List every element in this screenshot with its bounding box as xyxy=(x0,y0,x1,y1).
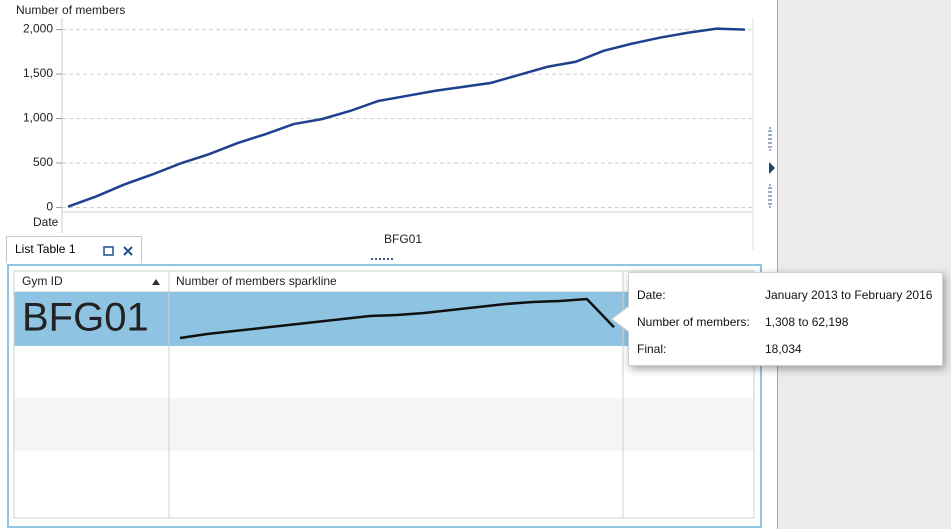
y-tick-label: 2,000 xyxy=(23,22,53,36)
side-panel xyxy=(777,0,951,529)
table-border xyxy=(13,270,755,519)
table-row xyxy=(14,398,754,451)
tooltip-pointer xyxy=(611,306,630,332)
y-tick-label: 1,000 xyxy=(23,111,53,125)
y-tick-label: 0 xyxy=(46,200,53,214)
tooltip-row: Number of members: 1,308 to 62,198 xyxy=(637,315,937,331)
tab-icons xyxy=(103,246,133,256)
tooltip-label: Final: xyxy=(637,342,667,356)
tooltip-value: January 2013 to February 2016 xyxy=(765,288,933,302)
tab[interactable]: List Table 1 xyxy=(6,236,142,263)
collapse-handle[interactable] xyxy=(768,127,775,208)
tooltip-row: Date: January 2013 to February 2016 xyxy=(637,288,937,304)
tooltip: Date: January 2013 to February 2016 Number… xyxy=(628,272,943,366)
column-header[interactable]: Number of members sparkline xyxy=(176,274,337,288)
table-grid: Gym ID Number of members sparkline BFG01 xyxy=(13,270,755,519)
y-axis-title: Number of members xyxy=(16,3,125,17)
maximize-icon[interactable] xyxy=(103,246,114,256)
sort-icon[interactable] xyxy=(152,279,160,285)
tooltip-value: 1,308 to 62,198 xyxy=(765,315,849,329)
group-label: BFG01 xyxy=(384,232,422,246)
tooltip-row: Final: 18,034 xyxy=(637,342,937,358)
tooltip-label: Date: xyxy=(637,288,666,302)
x-axis-title: Date xyxy=(33,215,59,229)
column-header[interactable]: Gym ID xyxy=(22,274,63,288)
gym-id-cell: BFG01 xyxy=(22,296,149,340)
y-tick-label: 1,500 xyxy=(23,66,53,80)
data-line xyxy=(67,27,746,208)
tab-title: List Table 1 xyxy=(15,242,76,256)
close-icon[interactable] xyxy=(123,246,133,256)
tooltip-label: Number of members: xyxy=(637,315,750,329)
line-chart: Number of members Date BFG01 0 500 1,000 1,… xyxy=(16,3,775,260)
tooltip-value: 18,034 xyxy=(765,342,802,356)
sparkline xyxy=(179,297,615,340)
y-tick-label: 500 xyxy=(33,155,53,169)
